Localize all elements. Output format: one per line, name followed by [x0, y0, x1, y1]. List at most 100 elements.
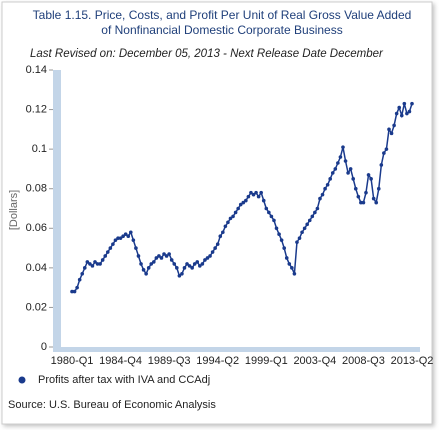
point	[323, 186, 327, 191]
point	[284, 256, 289, 260]
point	[282, 246, 286, 250]
point	[141, 268, 146, 272]
point	[198, 264, 202, 268]
point	[200, 262, 205, 266]
chart-subtitle: Last Revised on: December 05, 2013 - Nex…	[30, 48, 384, 60]
point	[399, 113, 404, 118]
point	[359, 200, 363, 205]
point	[159, 256, 164, 260]
point	[251, 192, 256, 197]
point	[177, 273, 182, 278]
point	[343, 159, 348, 163]
y-tick-label: 0.1	[32, 143, 47, 155]
point	[82, 266, 87, 270]
point	[116, 236, 120, 240]
point	[208, 254, 212, 258]
point	[392, 123, 396, 128]
x-tick-label: 2013-Q2	[391, 355, 434, 367]
point	[374, 200, 379, 205]
point	[389, 131, 394, 136]
point	[203, 258, 207, 262]
point	[149, 262, 154, 266]
point	[146, 266, 151, 270]
point	[356, 194, 361, 199]
point	[341, 145, 345, 149]
point	[95, 262, 100, 266]
point	[162, 252, 166, 256]
x-tick-label: 1994-Q2	[196, 355, 239, 367]
point	[241, 200, 246, 205]
point	[167, 252, 171, 256]
point	[213, 246, 217, 250]
point	[369, 177, 373, 181]
point	[231, 214, 235, 219]
point	[180, 271, 184, 276]
point	[302, 226, 307, 231]
point	[221, 230, 225, 235]
point	[134, 246, 138, 250]
y-tick-label: 0.12	[26, 103, 47, 115]
point	[187, 264, 192, 268]
point	[228, 216, 233, 221]
point	[351, 177, 356, 181]
point	[236, 206, 240, 211]
x-tick-label: 2003-Q4	[293, 355, 336, 367]
point	[126, 234, 131, 238]
y-tick-label: 0.02	[26, 301, 47, 313]
y-tick-label: 0.06	[26, 222, 47, 234]
chart-title-line2: of Nonfinancial Domestic Corporate Busin…	[101, 23, 342, 37]
point	[93, 260, 97, 264]
x-tick-label: 1989-Q3	[148, 355, 191, 367]
point	[121, 234, 125, 238]
point	[75, 285, 79, 290]
point	[261, 198, 266, 203]
point	[410, 101, 414, 106]
point	[292, 271, 297, 276]
point	[85, 260, 90, 264]
point	[376, 186, 381, 191]
point	[90, 264, 95, 268]
point	[195, 260, 200, 264]
y-tick-label: 0.08	[26, 183, 47, 195]
point	[353, 186, 358, 191]
y-tick-label: 0.14	[26, 64, 47, 76]
point	[118, 236, 123, 240]
point	[330, 171, 335, 175]
point	[267, 210, 271, 215]
point	[205, 256, 210, 260]
point	[297, 236, 302, 240]
point	[405, 111, 409, 116]
point	[290, 266, 294, 270]
point	[361, 200, 366, 205]
point	[402, 101, 407, 106]
point	[371, 196, 376, 201]
point	[287, 262, 292, 266]
point	[123, 232, 128, 237]
point	[246, 194, 251, 199]
chart-title: Table 1.15. Price, Costs, and Profit Per…	[33, 8, 412, 22]
point	[336, 161, 340, 165]
point	[307, 218, 312, 223]
point	[244, 198, 248, 203]
point	[72, 289, 77, 294]
source: Source: U.S. Bureau of Economic Analysis	[8, 399, 216, 411]
point	[382, 151, 386, 155]
point	[310, 214, 315, 219]
point	[139, 262, 143, 266]
point	[136, 254, 141, 258]
point	[295, 240, 299, 244]
point	[328, 177, 332, 181]
point	[190, 266, 194, 270]
point	[128, 230, 133, 235]
point	[249, 190, 253, 195]
point	[182, 266, 187, 270]
x-tick-label: 1999-Q1	[245, 355, 288, 367]
point	[387, 127, 391, 132]
point	[366, 173, 371, 177]
point	[325, 182, 330, 187]
point	[100, 258, 105, 262]
point	[80, 271, 85, 276]
x-tick-label: 1984-Q4	[99, 355, 142, 367]
point	[210, 250, 215, 254]
